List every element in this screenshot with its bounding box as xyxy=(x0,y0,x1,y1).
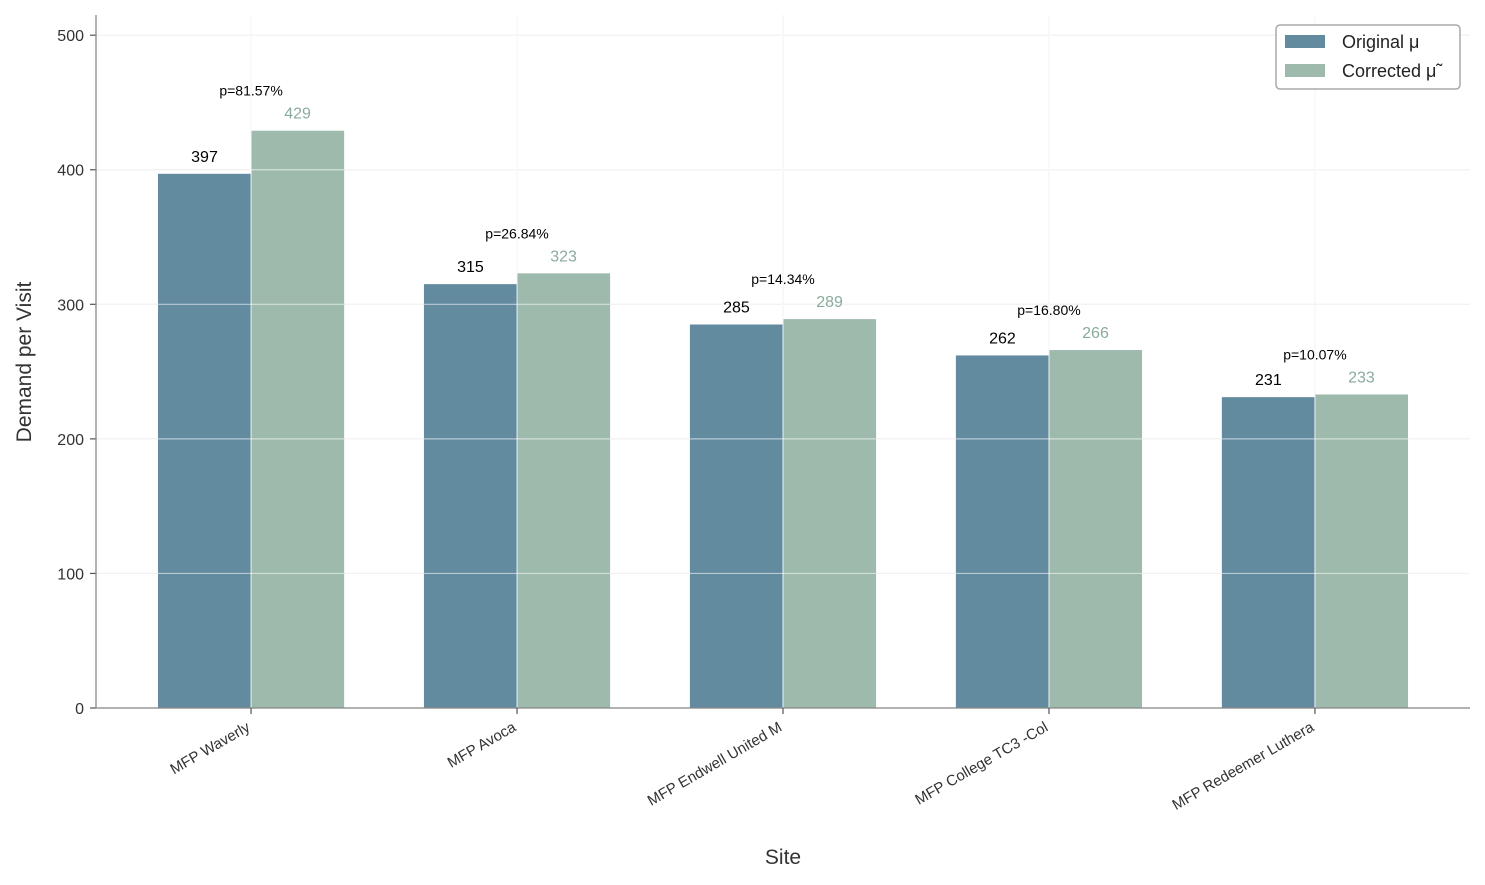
legend-swatch-corrected xyxy=(1285,64,1325,77)
legend-label-corrected: Corrected μ̃ xyxy=(1342,61,1443,81)
p-value-label: p=10.07% xyxy=(1283,346,1346,362)
x-tick-label: MFP College TC3 -Col xyxy=(912,719,1051,809)
bar-original xyxy=(955,355,1049,708)
value-label: 233 xyxy=(1348,369,1375,386)
y-tick-label: 0 xyxy=(75,701,84,718)
bar-original xyxy=(423,284,518,708)
p-value-label: p=26.84% xyxy=(485,225,548,241)
value-label: 397 xyxy=(191,149,218,166)
bar-corrected xyxy=(251,130,345,709)
bar-original xyxy=(157,173,252,708)
y-tick-label: 100 xyxy=(57,566,84,583)
x-tick-label: MFP Waverly xyxy=(167,718,253,778)
p-value-label: p=14.34% xyxy=(751,271,814,287)
bar-corrected xyxy=(1314,394,1409,708)
x-tick-label: MFP Avoca xyxy=(445,718,520,771)
bar-original xyxy=(689,324,783,708)
y-tick-label: 200 xyxy=(57,432,84,449)
value-label: 289 xyxy=(816,294,843,311)
y-tick-label: 400 xyxy=(57,163,84,180)
value-label: 231 xyxy=(1255,372,1282,389)
x-axis-label: Site xyxy=(765,846,801,869)
value-label: 429 xyxy=(284,106,311,123)
p-value-label: p=81.57% xyxy=(219,83,282,99)
bar-corrected xyxy=(517,273,611,708)
value-label: 262 xyxy=(989,330,1016,347)
value-label: 266 xyxy=(1082,325,1109,342)
y-tick-label: 500 xyxy=(57,28,84,45)
value-label: 315 xyxy=(457,259,484,276)
x-tick-label: MFP Redeemer Luthera xyxy=(1169,718,1317,813)
legend-label-original: Original μ xyxy=(1342,32,1419,52)
y-tick-label: 300 xyxy=(57,297,84,314)
bar-corrected xyxy=(1048,350,1143,708)
p-value-label: p=16.80% xyxy=(1017,302,1080,318)
bars xyxy=(96,15,1470,709)
value-label: 285 xyxy=(723,299,750,316)
x-tick-label: MFP Endwell United M xyxy=(645,719,785,810)
bar-corrected xyxy=(783,319,877,708)
y-axis-label: Demand per Visit xyxy=(13,281,36,442)
legend: Original μ Corrected μ̃ xyxy=(1275,24,1461,90)
legend-swatch-original xyxy=(1285,35,1325,48)
bar-original xyxy=(1221,397,1315,708)
value-label: 323 xyxy=(550,248,577,265)
